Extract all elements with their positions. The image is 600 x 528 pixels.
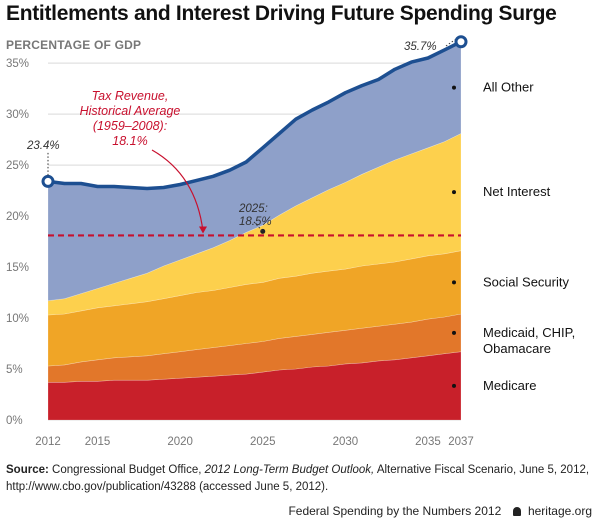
chart-title: Entitlements and Interest Driving Future… xyxy=(6,2,557,25)
x-tick-labels: 2012 2015 2020 2025 2030 2035 2037 xyxy=(35,436,474,448)
legend-label: All Other xyxy=(483,80,534,95)
x-tick-label: 2015 xyxy=(85,436,111,448)
legend-dot xyxy=(452,280,456,285)
end-value-label: 35.7% xyxy=(404,41,437,53)
x-tick-label: 2037 xyxy=(448,436,474,448)
revenue-label-2: Historical Average xyxy=(80,104,181,118)
revenue-label-1: Tax Revenue, xyxy=(92,89,169,103)
y-axis-title: PERCENTAGE OF GDP xyxy=(6,38,142,52)
footer-publication: Federal Spending by the Numbers 2012 xyxy=(288,504,502,518)
total-spending-line xyxy=(47,40,462,191)
x-tick-label: 2012 xyxy=(35,436,61,448)
legend: Medicare Medicaid, CHIP,Obamacare Social S… xyxy=(452,80,575,393)
x-tick-label: 2030 xyxy=(333,436,359,448)
y-tick-label: 20% xyxy=(6,211,29,223)
y-tick-label: 30% xyxy=(6,109,29,121)
y-tick-label: 0% xyxy=(6,415,23,427)
legend-label: Obamacare xyxy=(483,341,551,356)
revenue-arrowhead xyxy=(199,226,207,234)
x-tick-label: 2020 xyxy=(167,436,193,448)
legend-label: Medicaid, CHIP, xyxy=(483,325,575,340)
x-tick-label: 2025 xyxy=(250,436,276,448)
y-tick-label: 10% xyxy=(6,313,29,325)
stacked-area-chart: 2012 2015 2020 2025 2030 2035 2037 0% 5% 10% 15% 2… xyxy=(6,35,575,448)
x-tick-label: 2035 xyxy=(415,436,441,448)
footer: Federal Spending by the Numbers 2012 her… xyxy=(288,504,592,518)
legend-dot xyxy=(452,383,456,388)
start-marker xyxy=(41,174,55,188)
legend-label: Medicare xyxy=(483,378,536,393)
legend-dot xyxy=(452,330,456,335)
marker-year-label: 2025: xyxy=(238,203,268,215)
source-note: Source: Congressional Budget Office, 201… xyxy=(6,464,590,493)
footer-site: heritage.org xyxy=(527,504,592,518)
y-tick-label: 5% xyxy=(6,364,23,376)
revenue-label-3: (1959–2008): xyxy=(93,119,167,133)
intersection-dot xyxy=(260,228,266,234)
start-value-label: 23.4% xyxy=(26,140,60,152)
legend-label: Net Interest xyxy=(483,184,551,199)
legend-dot xyxy=(452,85,456,90)
liberty-bell-icon xyxy=(512,507,521,516)
legend-label: Social Security xyxy=(483,274,569,289)
revenue-arrow xyxy=(151,149,204,232)
y-tick-labels: 0% 5% 10% 15% 20% 25% 30% 35% xyxy=(6,58,29,427)
marker-leader xyxy=(253,221,264,232)
area-layers xyxy=(41,35,468,421)
y-tick-label: 35% xyxy=(6,58,29,70)
y-tick-label: 25% xyxy=(6,160,29,172)
annotations: 23.4% 35.7% 2025: 18.5% Tax Revenue, His… xyxy=(26,41,437,228)
marker-value-label: 18.5% xyxy=(239,216,272,228)
revenue-label-4: 18.1% xyxy=(112,134,147,148)
y-tick-label: 15% xyxy=(6,262,29,274)
legend-dot xyxy=(452,190,456,195)
end-marker xyxy=(454,35,468,49)
